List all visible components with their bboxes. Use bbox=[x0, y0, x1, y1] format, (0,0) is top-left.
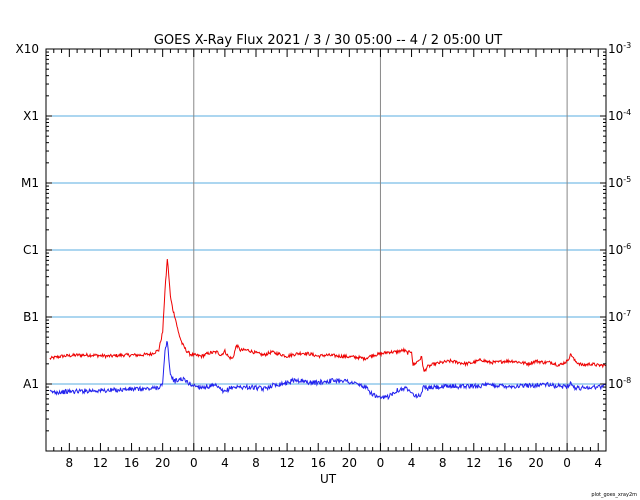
y-left-tick-label: M1 bbox=[21, 176, 39, 190]
flux-series bbox=[49, 258, 607, 401]
x-tick-label: 4 bbox=[408, 456, 416, 470]
x-axis-title: UT bbox=[320, 472, 337, 486]
exponent-power: -5 bbox=[623, 175, 631, 184]
gridlines bbox=[46, 49, 606, 451]
axis-ticks bbox=[46, 48, 606, 452]
y-right-tick-label: 10-3 bbox=[608, 41, 631, 56]
x-tick-label: 0 bbox=[563, 456, 571, 470]
y-left-tick-labels: X10 X1 M1 C1 B1 A1 bbox=[16, 42, 40, 391]
exponent-power: -6 bbox=[623, 242, 631, 251]
y-right-tick-label: 10-4 bbox=[608, 108, 631, 123]
x-tick-label: 20 bbox=[342, 456, 357, 470]
exponent-base: 10 bbox=[608, 310, 623, 324]
x-tick-label: 12 bbox=[93, 456, 108, 470]
y-right-tick-label: 10-7 bbox=[608, 309, 631, 324]
x-tick-label: 4 bbox=[594, 456, 602, 470]
exponent-power: -8 bbox=[623, 376, 631, 385]
x-tick-label: 8 bbox=[252, 456, 260, 470]
y-right-tick-labels: 10-310-410-510-610-710-8 bbox=[608, 41, 631, 391]
y-left-tick-label: C1 bbox=[23, 243, 39, 257]
y-right-tick-label: 10-5 bbox=[608, 175, 631, 190]
x-tick-label: 16 bbox=[497, 456, 512, 470]
series-line bbox=[49, 340, 607, 401]
x-tick-label: 8 bbox=[439, 456, 447, 470]
x-tick-label: 12 bbox=[466, 456, 481, 470]
x-tick-label: 0 bbox=[377, 456, 385, 470]
x-tick-label: 8 bbox=[66, 456, 74, 470]
exponent-base: 10 bbox=[608, 42, 623, 56]
plot-credit: plot_goes_xray2m bbox=[591, 492, 637, 498]
y-left-tick-label: B1 bbox=[23, 310, 39, 324]
x-tick-label: 16 bbox=[124, 456, 139, 470]
series-line bbox=[49, 258, 607, 373]
x-tick-labels: 8 12 16 20 0 4 8 12 16 20 0 4 8 12 16 20 0 4 bbox=[66, 456, 603, 470]
exponent-base: 10 bbox=[608, 377, 623, 391]
exponent-base: 10 bbox=[608, 176, 623, 190]
y-left-tick-label: X1 bbox=[23, 109, 39, 123]
exponent-base: 10 bbox=[608, 243, 623, 257]
y-right-tick-label: 10-6 bbox=[608, 242, 631, 257]
x-tick-label: 20 bbox=[155, 456, 170, 470]
exponent-power: -3 bbox=[623, 41, 631, 50]
chart-title: GOES X-Ray Flux 2021 / 3 / 30 05:00 -- 4… bbox=[154, 33, 502, 48]
x-tick-label: 4 bbox=[221, 456, 229, 470]
exponent-power: -7 bbox=[623, 309, 631, 318]
y-left-tick-label: X10 bbox=[16, 42, 40, 56]
y-right-tick-label: 10-8 bbox=[608, 376, 631, 391]
exponent-base: 10 bbox=[608, 109, 623, 123]
y-left-tick-label: A1 bbox=[23, 377, 39, 391]
x-tick-label: 16 bbox=[311, 456, 326, 470]
x-tick-label: 0 bbox=[190, 456, 198, 470]
x-tick-label: 20 bbox=[528, 456, 543, 470]
x-tick-label: 12 bbox=[279, 456, 294, 470]
exponent-power: -4 bbox=[623, 108, 631, 117]
